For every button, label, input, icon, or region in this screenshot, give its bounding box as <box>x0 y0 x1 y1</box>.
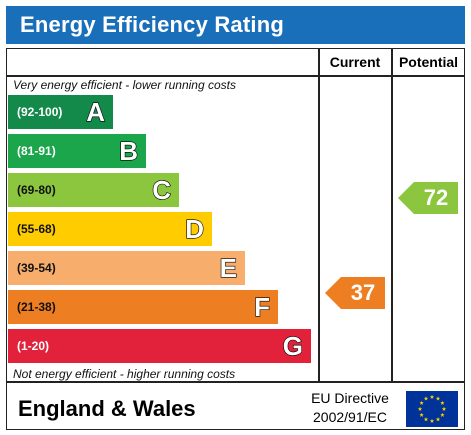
eu-star-icon <box>440 412 445 417</box>
band-d: (55-68) D <box>8 212 212 246</box>
band-range: (39-54) <box>17 261 56 275</box>
eu-star-icon <box>423 396 429 401</box>
band-g: (1-20) G <box>8 329 311 363</box>
band-a: (92-100) A <box>8 95 113 129</box>
column-header-potential: Potential <box>398 54 459 70</box>
band-range: (21-38) <box>17 300 56 314</box>
band-range: (69-80) <box>17 183 56 197</box>
note-top: Very energy efficient - lower running co… <box>13 78 236 92</box>
footer-country: England & Wales <box>18 396 196 421</box>
page-title: Energy Efficiency Rating <box>20 12 284 37</box>
band-letter: D <box>185 213 205 244</box>
band-range: (1-20) <box>17 339 50 353</box>
band-e: (39-54) E <box>8 251 245 285</box>
eu-star-icon <box>419 400 424 405</box>
directive-line-2: 2002/91/EC <box>313 409 387 425</box>
note-bottom: Not energy efficient - higher running co… <box>13 367 236 381</box>
eu-star-icon <box>435 417 441 422</box>
column-divider-current <box>318 48 320 381</box>
eu-star-icon <box>429 418 435 423</box>
header-row-divider <box>6 75 465 77</box>
band-letter: G <box>282 330 303 361</box>
current-rating-value: 37 <box>350 280 376 305</box>
header-bar: Energy Efficiency Rating <box>6 6 465 44</box>
footer-row-divider <box>6 381 465 383</box>
column-header-current: Current <box>329 54 381 70</box>
column-divider-potential <box>391 48 393 381</box>
potential-rating-arrow: 72 <box>398 182 458 214</box>
band-letter: A <box>86 96 106 127</box>
band-f: (21-38) F <box>8 290 278 324</box>
footer-directive: EU Directive 2002/91/EC <box>300 389 400 427</box>
eu-flag-stars <box>417 394 447 423</box>
eu-star-icon <box>429 394 435 399</box>
potential-rating-value: 72 <box>423 185 449 210</box>
band-c: (69-80) C <box>8 173 179 207</box>
eu-star-icon <box>423 417 429 422</box>
eu-star-icon <box>440 400 445 405</box>
band-letter: C <box>152 174 172 205</box>
band-range: (81-91) <box>17 144 56 158</box>
band-range: (55-68) <box>17 222 56 236</box>
band-b: (81-91) B <box>8 134 146 168</box>
rating-frame <box>6 48 465 430</box>
directive-line-1: EU Directive <box>311 390 389 406</box>
eu-star-icon <box>441 406 447 411</box>
eu-star-icon <box>417 406 423 411</box>
band-range: (92-100) <box>17 105 63 119</box>
eu-flag-icon <box>406 391 458 427</box>
band-letter: F <box>254 291 271 322</box>
eu-star-icon <box>435 396 441 401</box>
band-letter: E <box>219 252 238 283</box>
band-letter: B <box>119 135 139 166</box>
eu-star-icon <box>419 412 424 417</box>
